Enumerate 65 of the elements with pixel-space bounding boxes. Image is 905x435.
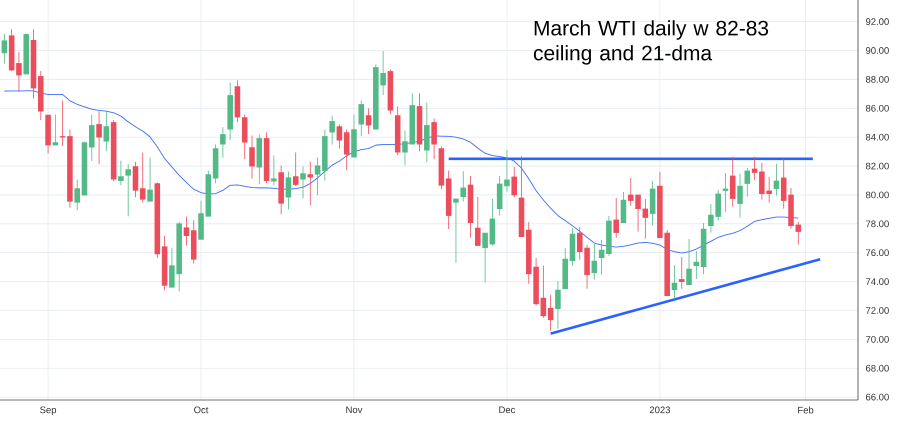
candlestick [766, 176, 772, 203]
candlestick [722, 172, 728, 212]
candlestick [366, 108, 372, 135]
x-tick-label: Oct [194, 406, 208, 414]
candlestick [431, 118, 437, 160]
candlestick [336, 124, 342, 149]
candlestick [620, 192, 626, 224]
y-tick-label: 78.00 [866, 220, 889, 228]
candlestick [104, 111, 110, 152]
candlestick [613, 198, 619, 238]
candlestick [118, 160, 124, 186]
x-tick-label: Dec [499, 406, 516, 414]
candlestick [774, 163, 780, 196]
x-tick-label: 2023 [650, 406, 670, 414]
candlestick [678, 256, 685, 290]
candlestick [292, 152, 298, 186]
candlestick [475, 196, 481, 246]
x-tick-label: Feb [798, 406, 814, 414]
candlestick [730, 156, 736, 208]
y-tick-label: 74.00 [866, 278, 889, 285]
x-tick-label: Sep [40, 406, 56, 416]
y-tick-label: 70.00 [866, 336, 889, 343]
y-tick-label: 68.00 [866, 364, 889, 372]
candlestick [577, 226, 583, 260]
candlestick [715, 189, 721, 222]
candlestick [308, 161, 314, 206]
text: March WTI daily w 82-83 ceiling and 21-dma [534, 20, 768, 65]
candlestick [125, 164, 131, 217]
x-tick-label: Nov [346, 406, 362, 414]
y-tick-label: 86.00 [866, 104, 889, 112]
candlestick [511, 166, 517, 198]
y-tick-label: 88.00 [866, 76, 889, 83]
candlestick [737, 173, 743, 218]
candlestick [249, 135, 255, 180]
candlestick [329, 115, 335, 145]
candlestick [271, 155, 277, 186]
candlestick [672, 264, 678, 300]
candlestick [220, 126, 226, 158]
y-tick-label: 92.00 [866, 18, 889, 26]
candlestick [358, 100, 364, 137]
candlestick [686, 238, 692, 286]
candlestick [300, 166, 306, 199]
candlestick [708, 203, 714, 234]
candlestick [555, 280, 561, 330]
candlestick [96, 110, 102, 165]
candlestick [52, 114, 58, 146]
candlestick [460, 170, 466, 202]
y-tick-label: 76.00 [866, 249, 889, 256]
candlestick [592, 244, 598, 280]
candlestick [453, 198, 459, 264]
y-tick-label: 84.00 [866, 134, 889, 141]
y-tick-label: 90.00 [866, 47, 889, 54]
candlestick [147, 157, 153, 202]
candlestick [380, 50, 386, 96]
y-tick-label: 66.00 [866, 394, 889, 400]
candlestick [548, 294, 554, 332]
candlestick [744, 168, 750, 198]
candlestick [286, 171, 292, 210]
candlestick [169, 247, 175, 288]
candlestick [2, 34, 8, 64]
candlestick [344, 129, 350, 171]
y-tick-label: 82.00 [866, 162, 889, 170]
candlestick [694, 250, 700, 280]
y-tick-label: 72.00 [866, 307, 889, 314]
y-tick-label: 80.00 [866, 192, 889, 198]
